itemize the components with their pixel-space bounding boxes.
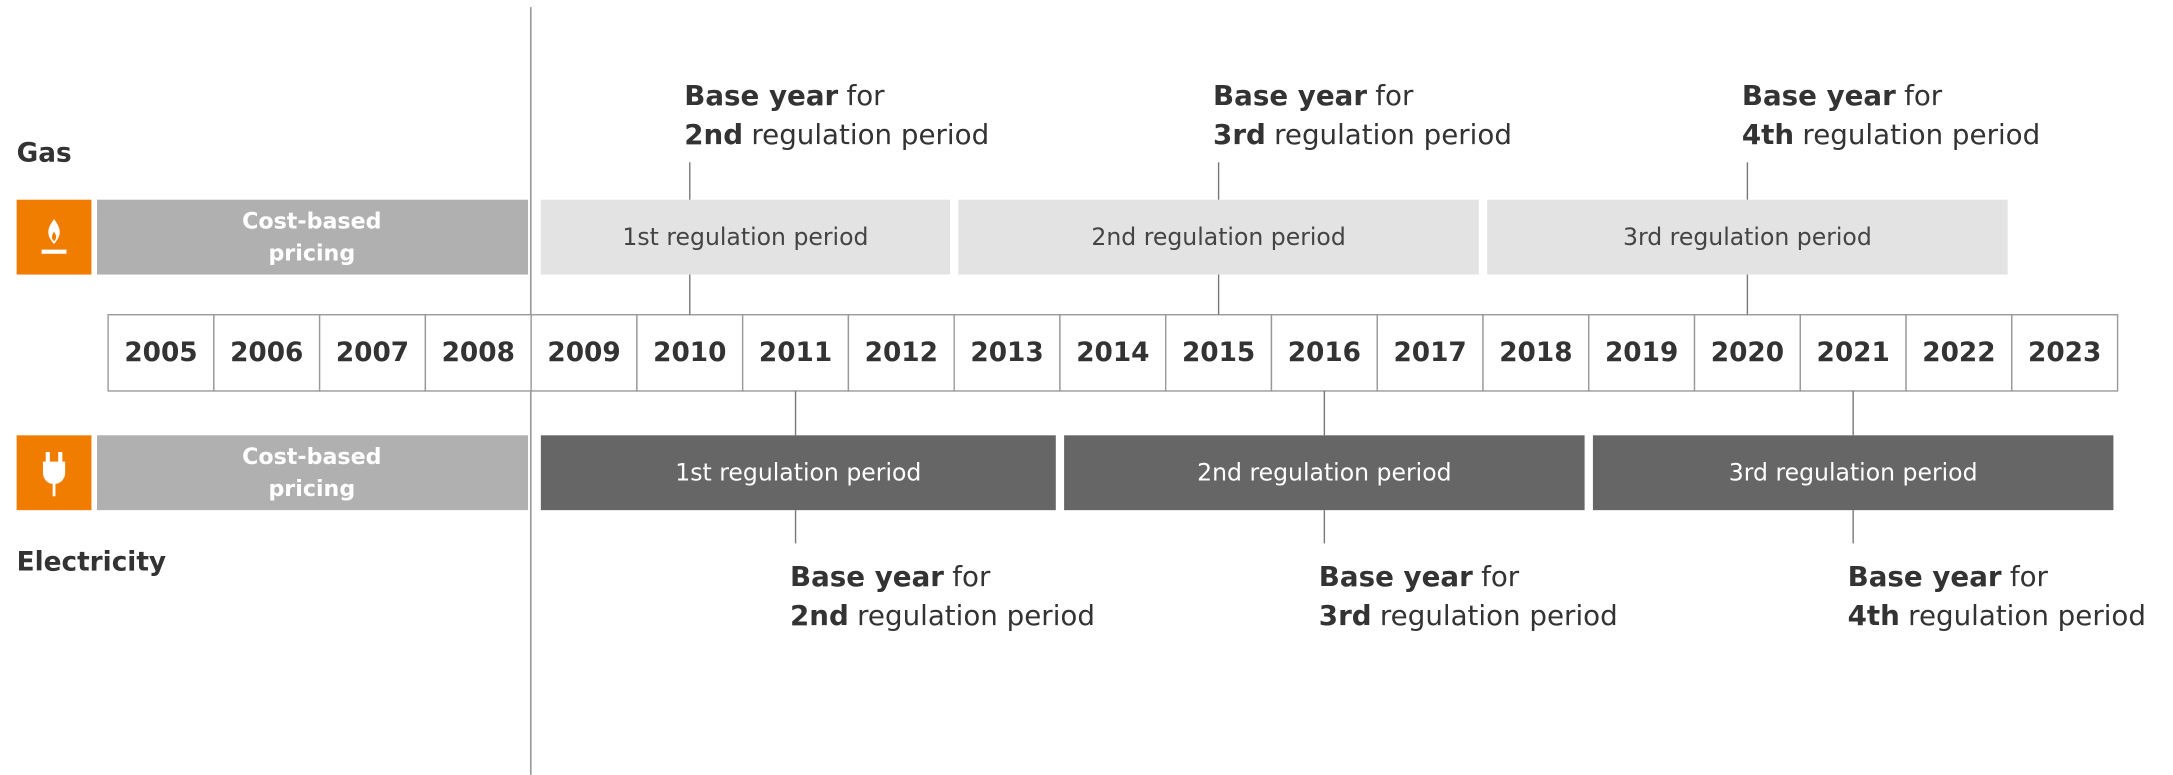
regulation-period-label: 1st regulation period xyxy=(622,223,868,251)
base-year-for: for xyxy=(2010,560,2049,593)
base-year-line: Base year for xyxy=(1213,79,1414,112)
regulation-period-bar xyxy=(540,435,1056,511)
year-cell xyxy=(530,314,638,392)
base-year-line: 4th regulation period xyxy=(1742,118,2040,151)
base-year-lead: Base year xyxy=(1742,79,1896,112)
regulation-period-bar xyxy=(1064,435,1585,511)
gas-label: Gas xyxy=(17,138,72,168)
year-label: 2017 xyxy=(1393,338,1466,368)
base-year-ordinal: 2nd xyxy=(684,118,743,151)
base-year-line: Base year for xyxy=(684,79,885,112)
base-year-lead: Base year xyxy=(1213,79,1367,112)
base-year-ordinal: 3rd xyxy=(1213,118,1266,151)
base-year-for: for xyxy=(1904,79,1943,112)
year-cell xyxy=(1376,314,1484,392)
year-cell xyxy=(1588,314,1696,392)
plug-icon xyxy=(42,451,66,497)
base-year-line: 3rd regulation period xyxy=(1213,118,1512,151)
year-label: 2018 xyxy=(1499,338,1572,368)
electricity-label: Electricity xyxy=(17,547,166,577)
flame-icon xyxy=(48,219,60,245)
flame-base xyxy=(41,249,67,254)
base-year-line: 4th regulation period xyxy=(1848,599,2146,632)
year-label: 2023 xyxy=(2028,338,2101,368)
year-label: 2006 xyxy=(230,338,303,368)
year-label: 2020 xyxy=(1711,338,1784,368)
regulation-period-bar xyxy=(1487,199,2008,275)
base-year-for: for xyxy=(1375,79,1414,112)
regulation-period-label: 2nd regulation period xyxy=(1091,223,1345,251)
base-year-for: for xyxy=(1481,560,1520,593)
base-year-line: 2nd regulation period xyxy=(684,118,989,151)
year-cell xyxy=(1693,314,1801,392)
year-cell xyxy=(2011,314,2119,392)
base-year-rest: regulation period xyxy=(857,599,1095,632)
base-year-for: for xyxy=(846,79,885,112)
year-label: 2010 xyxy=(653,338,726,368)
year-cell xyxy=(1905,314,2013,392)
regulation-period-bar xyxy=(540,199,951,275)
regulation-period-label: 1st regulation period xyxy=(675,459,921,487)
regulation-period-label: 2nd regulation period xyxy=(1197,459,1451,487)
gas-icon-box xyxy=(16,199,92,275)
year-cell xyxy=(213,314,321,392)
year-cell xyxy=(741,314,850,392)
cost-based-label: Cost-based xyxy=(242,208,381,234)
cost-based-label: Cost-based xyxy=(242,444,381,470)
base-year-rest: regulation period xyxy=(1380,599,1618,632)
cost-based-label: pricing xyxy=(268,476,355,502)
year-cell xyxy=(847,314,955,392)
base-year-ordinal: 2nd xyxy=(790,599,849,632)
base-year-line: 2nd regulation period xyxy=(790,599,1095,632)
year-label: 2011 xyxy=(759,338,832,368)
year-cell xyxy=(1482,314,1590,392)
year-label: 2021 xyxy=(1817,338,1890,368)
year-label: 2012 xyxy=(865,338,938,368)
year-label: 2005 xyxy=(124,338,197,368)
year-cell xyxy=(1799,314,1907,392)
year-cell xyxy=(318,314,427,392)
base-year-rest: regulation period xyxy=(1802,118,2040,151)
regulation-period-bar xyxy=(1592,435,2114,511)
year-label: 2009 xyxy=(547,338,620,368)
regulation-period-label: 3rd regulation period xyxy=(1729,459,1978,487)
year-cell xyxy=(636,314,744,392)
base-year-rest: regulation period xyxy=(1908,599,2146,632)
year-cell xyxy=(1270,314,1378,392)
year-label: 2015 xyxy=(1182,338,1255,368)
base-year-rest: regulation period xyxy=(751,118,989,151)
regulation-period-bar xyxy=(958,199,1479,275)
regulation-period-label: 3rd regulation period xyxy=(1623,223,1872,251)
base-year-line: Base year for xyxy=(1742,79,1943,112)
year-label: 2013 xyxy=(970,338,1043,368)
year-label: 2022 xyxy=(1922,338,1995,368)
base-year-lead: Base year xyxy=(1319,560,1473,593)
year-cell xyxy=(1165,314,1273,392)
base-year-rest: regulation period xyxy=(1274,118,1512,151)
base-year-ordinal: 3rd xyxy=(1319,599,1372,632)
cost-based-bar xyxy=(97,435,529,511)
base-year-line: Base year for xyxy=(1848,560,2049,593)
year-label: 2019 xyxy=(1605,338,1678,368)
base-year-ordinal: 4th xyxy=(1848,599,1900,632)
base-year-line: Base year for xyxy=(790,560,991,593)
base-year-line: Base year for xyxy=(1319,560,1520,593)
cost-based-bar xyxy=(97,199,529,275)
year-label: 2016 xyxy=(1288,338,1361,368)
year-label: 2014 xyxy=(1076,338,1149,368)
base-year-ordinal: 4th xyxy=(1742,118,1794,151)
year-label: 2008 xyxy=(442,338,515,368)
base-year-for: for xyxy=(952,560,991,593)
cost-based-label: pricing xyxy=(268,240,355,266)
base-year-lead: Base year xyxy=(684,79,838,112)
year-cell xyxy=(1059,314,1167,392)
base-year-lead: Base year xyxy=(1848,560,2002,593)
base-year-lead: Base year xyxy=(790,560,944,593)
base-year-line: 3rd regulation period xyxy=(1319,599,1618,632)
year-label: 2007 xyxy=(336,338,409,368)
